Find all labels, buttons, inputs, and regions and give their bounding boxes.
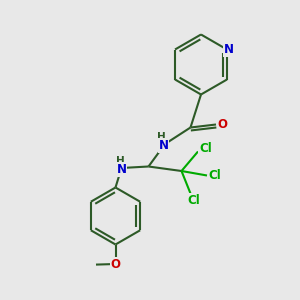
Text: O: O xyxy=(110,258,121,271)
Text: N: N xyxy=(116,163,127,176)
Text: O: O xyxy=(218,118,228,131)
Text: Cl: Cl xyxy=(187,194,200,207)
Text: Cl: Cl xyxy=(209,169,221,182)
Text: Cl: Cl xyxy=(199,142,212,155)
Text: N: N xyxy=(224,43,233,56)
Text: H: H xyxy=(116,156,124,167)
Text: H: H xyxy=(157,132,166,142)
Text: N: N xyxy=(158,139,169,152)
